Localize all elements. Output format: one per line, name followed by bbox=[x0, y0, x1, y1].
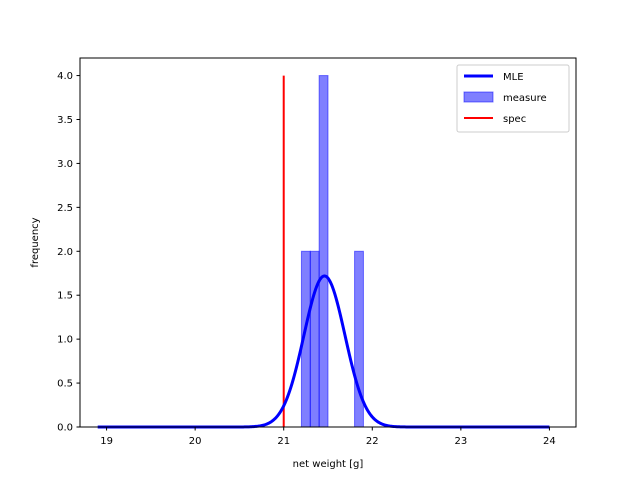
y-tick-label-1: 0.5 bbox=[57, 379, 73, 390]
y-tick-label-5: 2.5 bbox=[57, 203, 73, 214]
x-tick-label-4: 23 bbox=[454, 436, 467, 447]
legend-box bbox=[456, 64, 570, 133]
axes: 19 20 21 22 23 24 0.0 0.5 1.0 1.5 2.0 2.5 3.0 3.5 4.0 bbox=[57, 57, 577, 447]
x-axis-label: net weight [g] bbox=[293, 459, 364, 470]
legend: MLE measure spec bbox=[456, 64, 570, 133]
y-tick-label-2: 1.0 bbox=[57, 335, 73, 346]
y-tick-label-3: 1.5 bbox=[57, 291, 73, 302]
x-tick-label-1: 20 bbox=[189, 436, 202, 447]
y-tick-label-0: 0.0 bbox=[57, 423, 73, 434]
legend-swatch-measure bbox=[463, 91, 494, 103]
x-tick-label-5: 24 bbox=[543, 436, 556, 447]
y-tick-label-8: 4.0 bbox=[57, 71, 73, 82]
legend-label-spec: spec bbox=[503, 114, 526, 125]
y-tick-label-6: 3.0 bbox=[57, 159, 73, 170]
histogram-bar-1 bbox=[309, 250, 320, 428]
legend-label-measure: measure bbox=[503, 93, 547, 104]
x-tick-label-0: 19 bbox=[100, 436, 113, 447]
x-tick-label-3: 22 bbox=[366, 436, 379, 447]
plot-frame bbox=[79, 57, 577, 428]
y-tick-label-4: 2.0 bbox=[57, 247, 73, 258]
x-tick-label-2: 21 bbox=[277, 436, 290, 447]
y-axis-label: frequency bbox=[30, 217, 41, 267]
y-tick-label-7: 3.5 bbox=[57, 115, 73, 126]
legend-label-mle: MLE bbox=[503, 72, 524, 83]
histogram-bar-2 bbox=[318, 75, 329, 428]
